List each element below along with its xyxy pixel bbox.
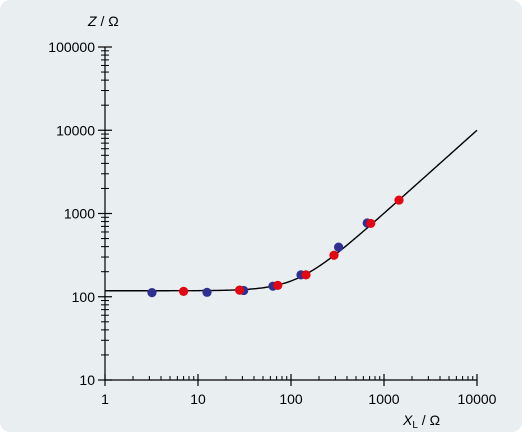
x-tick-label: 1000 — [368, 391, 399, 407]
fit-curve-layer — [105, 129, 478, 292]
x-axis-symbol: X — [402, 412, 413, 428]
red-data-point — [301, 270, 311, 280]
y-axis-title: Z / Ω — [87, 13, 119, 29]
blue-data-point — [147, 288, 157, 298]
red-data-point — [366, 218, 376, 229]
x-axis-unit: / Ω — [418, 412, 440, 428]
red-data-point — [394, 195, 404, 205]
y-axis-symbol: Z — [87, 13, 97, 29]
red-data-point — [178, 286, 189, 296]
x-tick-label: 10 — [190, 391, 206, 407]
axes: 1 10 100 1000 10000 10 100 1000 10000 100000 — [48, 39, 496, 407]
y-tick-label: 10000 — [56, 122, 95, 138]
y-tick-label: 100000 — [48, 39, 95, 55]
red-data-point — [329, 250, 339, 260]
x-axis-subscript: L — [412, 420, 418, 431]
fit-curve — [105, 129, 478, 292]
x-tick-label: 1 — [101, 391, 109, 407]
y-tick-label: 1000 — [64, 206, 95, 222]
blue-data-point — [334, 242, 344, 252]
x-tick-label: 100 — [279, 391, 303, 407]
y-tick-label: 10 — [79, 372, 95, 388]
y-tick-label: 100 — [72, 289, 96, 305]
y-axis-unit: / Ω — [97, 13, 119, 29]
x-tick-label: 10000 — [458, 391, 497, 407]
blue-data-point — [202, 287, 212, 297]
red-data-point — [234, 285, 245, 295]
red-data-point — [273, 280, 283, 290]
data-points-layer — [147, 195, 404, 298]
x-axis-title: XL / Ω — [402, 412, 440, 431]
